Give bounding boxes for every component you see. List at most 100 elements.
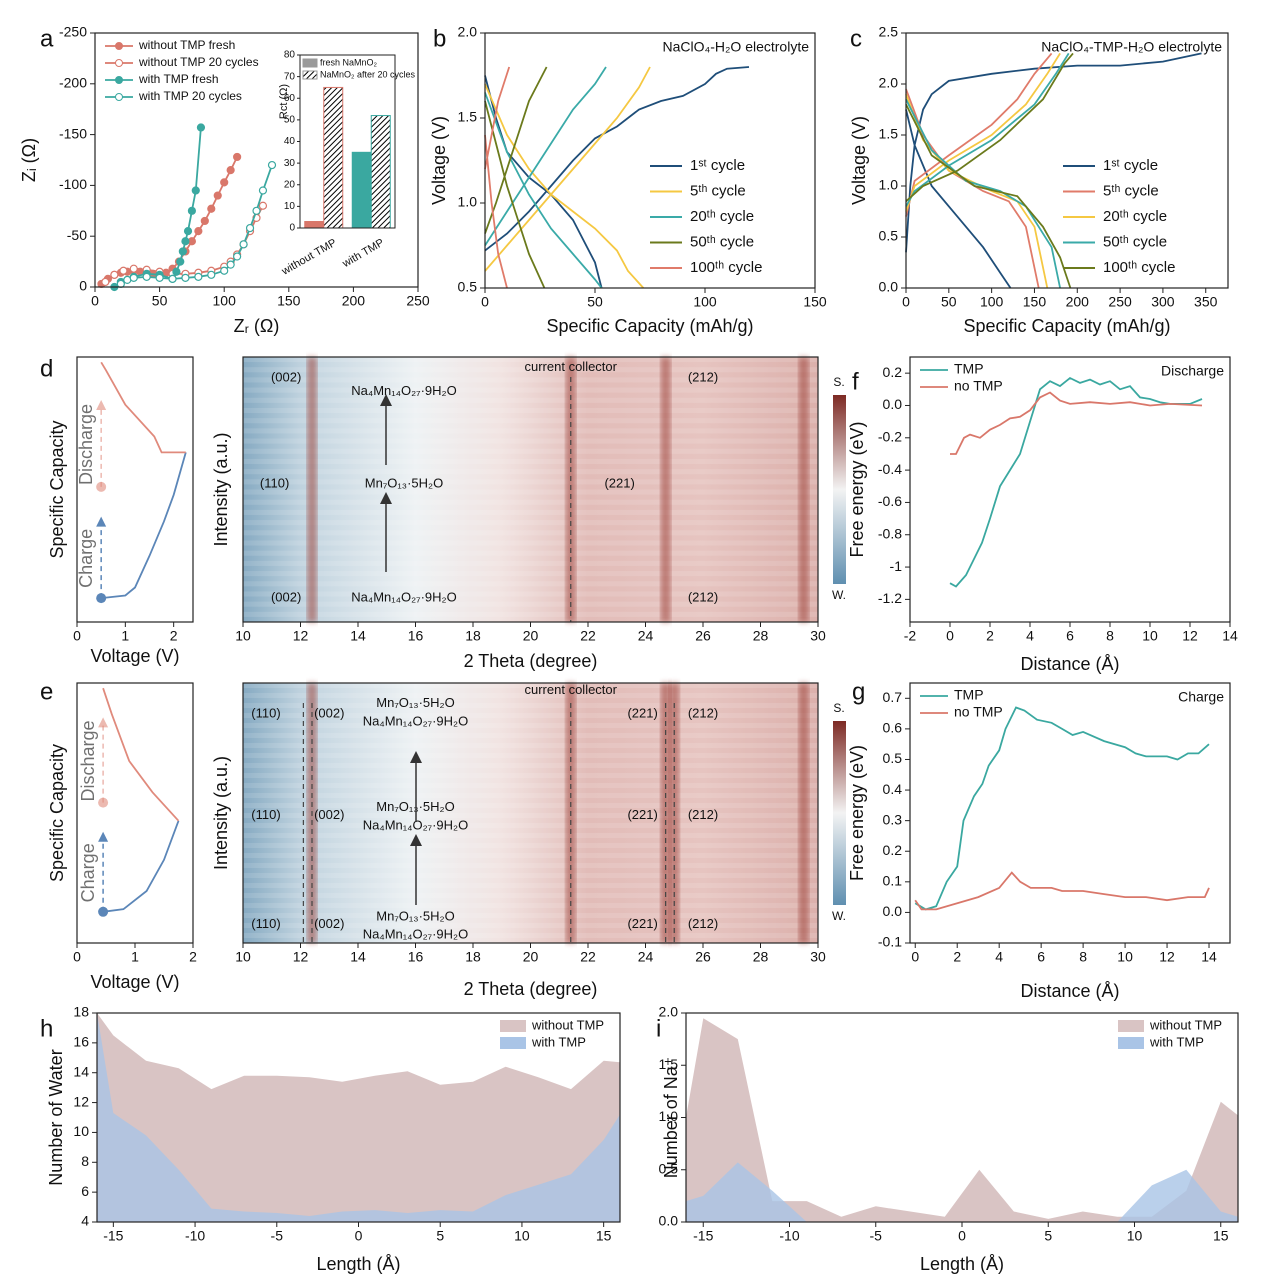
bar (351, 151, 372, 229)
legend-label: with TMP fresh (138, 72, 219, 86)
panel-label: e (40, 678, 53, 705)
x-tick-label: -5 (271, 1228, 284, 1244)
y-tick-label: -1.2 (878, 590, 902, 606)
y-tick-label: 0.0 (883, 903, 903, 919)
y-tick-label: 1.5 (879, 126, 899, 142)
x-tick-label: -15 (693, 1228, 713, 1244)
y-axis-label: Zᵢ (Ω) (19, 138, 39, 182)
plot-frame (905, 32, 1229, 289)
heatmap-band (243, 357, 818, 363)
x-tick-label: 0 (911, 949, 919, 965)
marker (142, 272, 151, 281)
marker (220, 178, 229, 187)
area (686, 1162, 1238, 1222)
legend-label: 50ᵗʰ cycle (690, 233, 754, 250)
area (97, 1013, 620, 1222)
y-tick-label: 1.0 (458, 194, 478, 210)
x-tick-label: 50 (152, 293, 168, 309)
heatmap-band (243, 913, 818, 918)
x-tick-label: 2 (170, 628, 178, 644)
area (97, 1013, 620, 1222)
annotation: (221) (627, 807, 657, 822)
peak-band (660, 357, 671, 622)
x-tick-label: 14 (350, 628, 366, 644)
x-tick-label: 300 (1151, 294, 1175, 310)
heatmap-band (243, 863, 818, 868)
y-tick-label: 2.0 (879, 75, 899, 91)
marker (168, 274, 177, 283)
y-axis-label: Voltage (V) (849, 116, 869, 205)
x-tick-label: 15 (1213, 1228, 1229, 1244)
annotation: (221) (604, 476, 634, 491)
legend-label: TMP (954, 361, 984, 377)
marker (110, 270, 119, 279)
x-axis-label: Voltage (V) (90, 972, 179, 992)
y-axis-label: Free energy (eV) (847, 421, 867, 557)
panel-label: h (40, 1015, 53, 1042)
line (113, 127, 202, 288)
panel: 0 50 100 150 0.5 1.0 1.5 2.0 Specific Capacity (… (429, 24, 827, 336)
panel-label: f (852, 368, 859, 395)
x-tick-label: -10 (185, 1228, 205, 1244)
y-tick-label: 0.6 (883, 720, 903, 736)
heatmap-band (243, 883, 818, 888)
x-tick-label: 1 (121, 628, 129, 644)
y-tick-label: 8 (81, 1153, 89, 1169)
y-axis-label: Specific Capacity (47, 420, 67, 558)
x-tick-label: 1 (131, 949, 139, 965)
heatmap-band (243, 377, 818, 383)
marker (252, 206, 261, 215)
y-tick-label: 1.0 (879, 177, 899, 193)
x-tick-label: 28 (753, 628, 769, 644)
x-tick-label: 10 (1117, 949, 1133, 965)
panel-label: b (433, 25, 446, 52)
y-axis-label: Free energy (eV) (847, 745, 867, 881)
legend-label: without TMP (1149, 1017, 1222, 1032)
x-tick-label: 22 (580, 628, 596, 644)
x-tick-label: 200 (342, 293, 366, 309)
y-axis-label: Number of Water (46, 1049, 66, 1185)
legend-label: 1ˢᵗ cycle (1103, 157, 1158, 174)
legend-label: with TMP (1149, 1034, 1204, 1049)
legend-swatch (1118, 1037, 1144, 1049)
heatmap-band (243, 823, 818, 828)
marker (213, 191, 222, 200)
heatmap-band (243, 479, 818, 485)
y-tick-label: 0.5 (879, 228, 899, 244)
x-tick-label: -2 (904, 628, 917, 644)
heatmap-band (243, 550, 818, 556)
direction-start (98, 797, 109, 808)
x-axis-label: Voltage (V) (90, 646, 179, 666)
x-axis-label: Length (Å) (316, 1254, 400, 1274)
annotation: Na₄Mn₁₄O₂₇·9H₂O (351, 590, 456, 605)
heatmap-band (243, 683, 818, 688)
heatmap-band (243, 743, 818, 748)
y-axis-label: Intensity (a.u.) (211, 756, 231, 870)
heatmap-band (243, 893, 818, 898)
y-tick-label: 50 (284, 115, 296, 126)
x-tick-label: 18 (465, 628, 481, 644)
panel: -2 0 2 4 6 8 10 12 14 -1.2 -1 -0.8 -0.6 -0.4 -0.2 0.0 0.… (847, 356, 1238, 674)
annotation: (002) (314, 807, 344, 822)
legend-label: 20ᵗʰ cycle (1103, 208, 1167, 225)
y-tick-label: 0.0 (879, 279, 899, 295)
x-tick-label: 14 (350, 949, 366, 965)
marker (183, 227, 193, 236)
marker (233, 152, 242, 162)
x-tick-label: -10 (779, 1228, 799, 1244)
heatmap-band (243, 407, 818, 414)
legend-label: NaMnO₂ after 20 cycles (320, 69, 416, 79)
annotation: (002) (314, 916, 344, 931)
x-tick-label: 2 (986, 628, 994, 644)
x-axis-label: Specific Capacity (mAh/g) (963, 316, 1170, 336)
heatmap-band (243, 693, 818, 698)
x-axis-label: Distance (Å) (1020, 654, 1119, 674)
heatmap-band (243, 783, 818, 788)
legend-label: 20ᵗʰ cycle (690, 208, 754, 225)
heatmap-band (243, 733, 818, 738)
x-tick-label: 18 (465, 949, 481, 965)
x-tick-label: 0 (91, 293, 99, 309)
y-tick-label: 0.0 (659, 1213, 679, 1229)
marker (129, 264, 138, 273)
